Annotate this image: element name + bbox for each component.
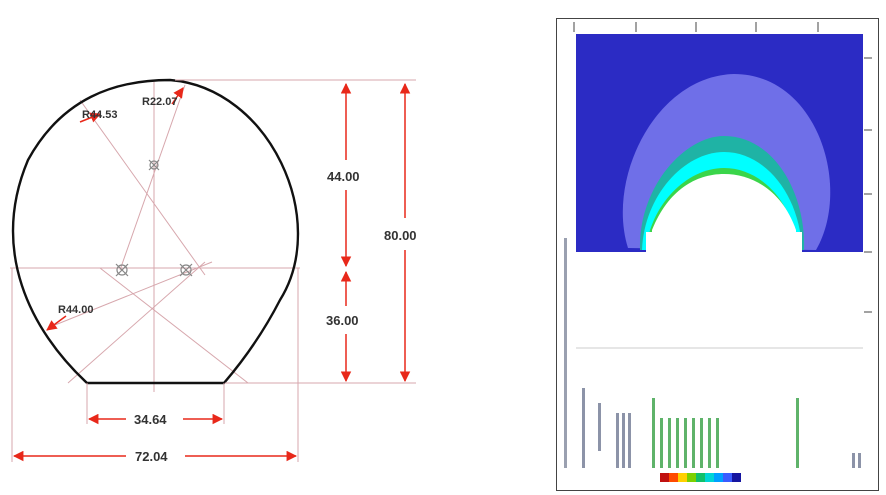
construction-lines bbox=[10, 82, 300, 392]
upper-radius-label: R44.53 bbox=[82, 109, 117, 121]
legend-value-lines bbox=[652, 398, 799, 468]
legend-swatch-5 bbox=[696, 473, 705, 482]
color-legend bbox=[660, 473, 741, 482]
legend-swatch-9 bbox=[732, 473, 741, 482]
fe-contour-plot bbox=[556, 18, 879, 491]
right-wall-gap bbox=[794, 232, 802, 252]
legend-swatch-8 bbox=[723, 473, 732, 482]
legend-swatch-3 bbox=[678, 473, 687, 482]
right-center-marker bbox=[179, 263, 193, 277]
center-markers bbox=[115, 159, 193, 277]
tunnel-outline bbox=[11, 78, 300, 385]
right-ruler bbox=[864, 57, 872, 313]
extension-lines bbox=[11, 79, 416, 462]
side-caption-marks bbox=[564, 238, 567, 468]
lower-radius-label: R44.00 bbox=[58, 304, 93, 316]
legend-swatch-4 bbox=[687, 473, 696, 482]
legend-swatch-6 bbox=[705, 473, 714, 482]
info-text-lines bbox=[582, 388, 631, 468]
crown-radius-label: R22.07 bbox=[142, 96, 177, 108]
top-ruler bbox=[573, 22, 819, 32]
horizontal-dimensions bbox=[12, 413, 298, 462]
tunnel-cross-section: R22.07 R44.53 R44.00 44.00 36.00 80.00 3… bbox=[10, 78, 417, 464]
upper-height-label: 44.00 bbox=[327, 169, 360, 184]
total-height-label: 80.00 bbox=[384, 228, 417, 243]
corner-note-lines bbox=[852, 453, 861, 468]
legend-swatch-1 bbox=[660, 473, 669, 482]
tunnel-opening bbox=[652, 174, 796, 252]
lower-height-label: 36.00 bbox=[326, 313, 359, 328]
crown-center-marker bbox=[148, 159, 160, 171]
left-wall-gap bbox=[646, 232, 654, 252]
contour-field bbox=[576, 34, 863, 252]
legend-swatch-2 bbox=[669, 473, 678, 482]
base-width-label: 34.64 bbox=[134, 412, 167, 427]
left-center-marker bbox=[115, 263, 129, 277]
legend-swatch-7 bbox=[714, 473, 723, 482]
vertical-dimensions bbox=[340, 82, 411, 383]
total-width-label: 72.04 bbox=[135, 449, 168, 464]
radius-leaders bbox=[46, 87, 184, 331]
